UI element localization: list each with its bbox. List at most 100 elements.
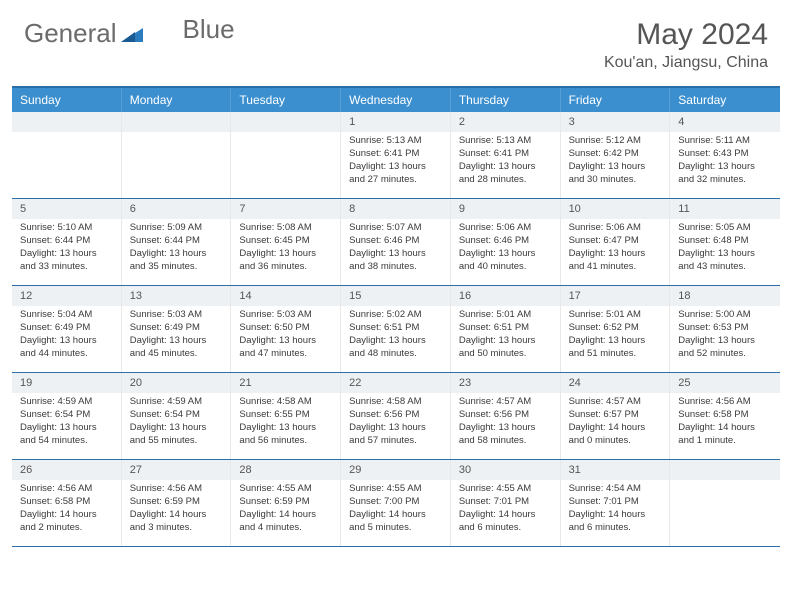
day-cell: 10Sunrise: 5:06 AMSunset: 6:47 PMDayligh… (561, 199, 671, 285)
day-number (231, 112, 340, 132)
day-cell: 6Sunrise: 5:09 AMSunset: 6:44 PMDaylight… (122, 199, 232, 285)
weekday-header: Monday (122, 88, 232, 112)
weekday-header: Friday (561, 88, 671, 112)
day-number: 24 (561, 373, 670, 393)
triangle-icon (121, 18, 143, 49)
weekday-header: Sunday (12, 88, 122, 112)
day-number: 29 (341, 460, 450, 480)
title-block: May 2024 Kou'an, Jiangsu, China (604, 18, 768, 72)
day-number: 7 (231, 199, 340, 219)
weeks-container: 1Sunrise: 5:13 AMSunset: 6:41 PMDaylight… (12, 112, 780, 547)
day-details: Sunrise: 5:01 AMSunset: 6:52 PMDaylight:… (561, 306, 670, 364)
day-details: Sunrise: 4:56 AMSunset: 6:59 PMDaylight:… (122, 480, 231, 538)
day-cell (670, 460, 780, 546)
day-details: Sunrise: 4:56 AMSunset: 6:58 PMDaylight:… (670, 393, 780, 451)
day-number: 22 (341, 373, 450, 393)
day-cell: 25Sunrise: 4:56 AMSunset: 6:58 PMDayligh… (670, 373, 780, 459)
day-number: 10 (561, 199, 670, 219)
day-details: Sunrise: 5:13 AMSunset: 6:41 PMDaylight:… (341, 132, 450, 190)
day-cell: 5Sunrise: 5:10 AMSunset: 6:44 PMDaylight… (12, 199, 122, 285)
day-number: 30 (451, 460, 560, 480)
day-number: 1 (341, 112, 450, 132)
day-cell: 19Sunrise: 4:59 AMSunset: 6:54 PMDayligh… (12, 373, 122, 459)
day-cell (231, 112, 341, 198)
day-cell: 3Sunrise: 5:12 AMSunset: 6:42 PMDaylight… (561, 112, 671, 198)
day-cell: 1Sunrise: 5:13 AMSunset: 6:41 PMDaylight… (341, 112, 451, 198)
day-details: Sunrise: 4:55 AMSunset: 7:00 PMDaylight:… (341, 480, 450, 538)
day-cell: 22Sunrise: 4:58 AMSunset: 6:56 PMDayligh… (341, 373, 451, 459)
brand-text-1: General (24, 18, 117, 49)
day-number: 25 (670, 373, 780, 393)
day-cell: 24Sunrise: 4:57 AMSunset: 6:57 PMDayligh… (561, 373, 671, 459)
day-cell: 11Sunrise: 5:05 AMSunset: 6:48 PMDayligh… (670, 199, 780, 285)
day-details: Sunrise: 4:56 AMSunset: 6:58 PMDaylight:… (12, 480, 121, 538)
week-row: 1Sunrise: 5:13 AMSunset: 6:41 PMDaylight… (12, 112, 780, 199)
location-text: Kou'an, Jiangsu, China (604, 54, 768, 72)
day-cell: 30Sunrise: 4:55 AMSunset: 7:01 PMDayligh… (451, 460, 561, 546)
day-cell: 8Sunrise: 5:07 AMSunset: 6:46 PMDaylight… (341, 199, 451, 285)
day-details: Sunrise: 5:02 AMSunset: 6:51 PMDaylight:… (341, 306, 450, 364)
day-number: 8 (341, 199, 450, 219)
day-cell: 18Sunrise: 5:00 AMSunset: 6:53 PMDayligh… (670, 286, 780, 372)
day-cell: 23Sunrise: 4:57 AMSunset: 6:56 PMDayligh… (451, 373, 561, 459)
brand-logo: General Blue (24, 18, 199, 49)
day-cell: 14Sunrise: 5:03 AMSunset: 6:50 PMDayligh… (231, 286, 341, 372)
day-details: Sunrise: 5:03 AMSunset: 6:50 PMDaylight:… (231, 306, 340, 364)
day-cell: 28Sunrise: 4:55 AMSunset: 6:59 PMDayligh… (231, 460, 341, 546)
day-details: Sunrise: 5:04 AMSunset: 6:49 PMDaylight:… (12, 306, 121, 364)
calendar-grid: SundayMondayTuesdayWednesdayThursdayFrid… (12, 86, 780, 547)
day-number: 20 (122, 373, 231, 393)
day-number: 28 (231, 460, 340, 480)
week-row: 12Sunrise: 5:04 AMSunset: 6:49 PMDayligh… (12, 286, 780, 373)
page-header: General Blue May 2024 Kou'an, Jiangsu, C… (0, 0, 792, 80)
day-cell: 7Sunrise: 5:08 AMSunset: 6:45 PMDaylight… (231, 199, 341, 285)
day-details: Sunrise: 5:10 AMSunset: 6:44 PMDaylight:… (12, 219, 121, 277)
day-number: 13 (122, 286, 231, 306)
weekday-header: Thursday (451, 88, 561, 112)
day-number: 4 (670, 112, 780, 132)
day-details: Sunrise: 5:01 AMSunset: 6:51 PMDaylight:… (451, 306, 560, 364)
day-details: Sunrise: 5:00 AMSunset: 6:53 PMDaylight:… (670, 306, 780, 364)
day-number (670, 460, 780, 480)
day-cell: 16Sunrise: 5:01 AMSunset: 6:51 PMDayligh… (451, 286, 561, 372)
day-number: 31 (561, 460, 670, 480)
day-number (12, 112, 121, 132)
day-cell: 4Sunrise: 5:11 AMSunset: 6:43 PMDaylight… (670, 112, 780, 198)
day-number: 23 (451, 373, 560, 393)
day-details: Sunrise: 5:07 AMSunset: 6:46 PMDaylight:… (341, 219, 450, 277)
day-cell: 21Sunrise: 4:58 AMSunset: 6:55 PMDayligh… (231, 373, 341, 459)
day-details: Sunrise: 5:05 AMSunset: 6:48 PMDaylight:… (670, 219, 780, 277)
day-cell: 29Sunrise: 4:55 AMSunset: 7:00 PMDayligh… (341, 460, 451, 546)
day-details: Sunrise: 4:59 AMSunset: 6:54 PMDaylight:… (122, 393, 231, 451)
day-number: 21 (231, 373, 340, 393)
weekday-header: Saturday (670, 88, 780, 112)
month-title: May 2024 (604, 18, 768, 52)
day-details: Sunrise: 4:59 AMSunset: 6:54 PMDaylight:… (12, 393, 121, 451)
day-details: Sunrise: 4:57 AMSunset: 6:56 PMDaylight:… (451, 393, 560, 451)
day-details: Sunrise: 5:09 AMSunset: 6:44 PMDaylight:… (122, 219, 231, 277)
day-number: 27 (122, 460, 231, 480)
week-row: 19Sunrise: 4:59 AMSunset: 6:54 PMDayligh… (12, 373, 780, 460)
day-number (122, 112, 231, 132)
day-details: Sunrise: 4:55 AMSunset: 6:59 PMDaylight:… (231, 480, 340, 538)
day-details: Sunrise: 5:08 AMSunset: 6:45 PMDaylight:… (231, 219, 340, 277)
day-details: Sunrise: 5:11 AMSunset: 6:43 PMDaylight:… (670, 132, 780, 190)
day-details: Sunrise: 4:58 AMSunset: 6:56 PMDaylight:… (341, 393, 450, 451)
day-number: 11 (670, 199, 780, 219)
day-number: 17 (561, 286, 670, 306)
day-number: 19 (12, 373, 121, 393)
day-number: 16 (451, 286, 560, 306)
day-details: Sunrise: 4:57 AMSunset: 6:57 PMDaylight:… (561, 393, 670, 451)
day-number: 14 (231, 286, 340, 306)
day-details: Sunrise: 5:13 AMSunset: 6:41 PMDaylight:… (451, 132, 560, 190)
day-cell: 13Sunrise: 5:03 AMSunset: 6:49 PMDayligh… (122, 286, 232, 372)
day-cell: 12Sunrise: 5:04 AMSunset: 6:49 PMDayligh… (12, 286, 122, 372)
weekday-header: Tuesday (231, 88, 341, 112)
day-cell: 27Sunrise: 4:56 AMSunset: 6:59 PMDayligh… (122, 460, 232, 546)
day-number: 18 (670, 286, 780, 306)
day-cell (122, 112, 232, 198)
day-cell: 31Sunrise: 4:54 AMSunset: 7:01 PMDayligh… (561, 460, 671, 546)
day-number: 3 (561, 112, 670, 132)
day-details: Sunrise: 5:06 AMSunset: 6:46 PMDaylight:… (451, 219, 560, 277)
week-row: 5Sunrise: 5:10 AMSunset: 6:44 PMDaylight… (12, 199, 780, 286)
